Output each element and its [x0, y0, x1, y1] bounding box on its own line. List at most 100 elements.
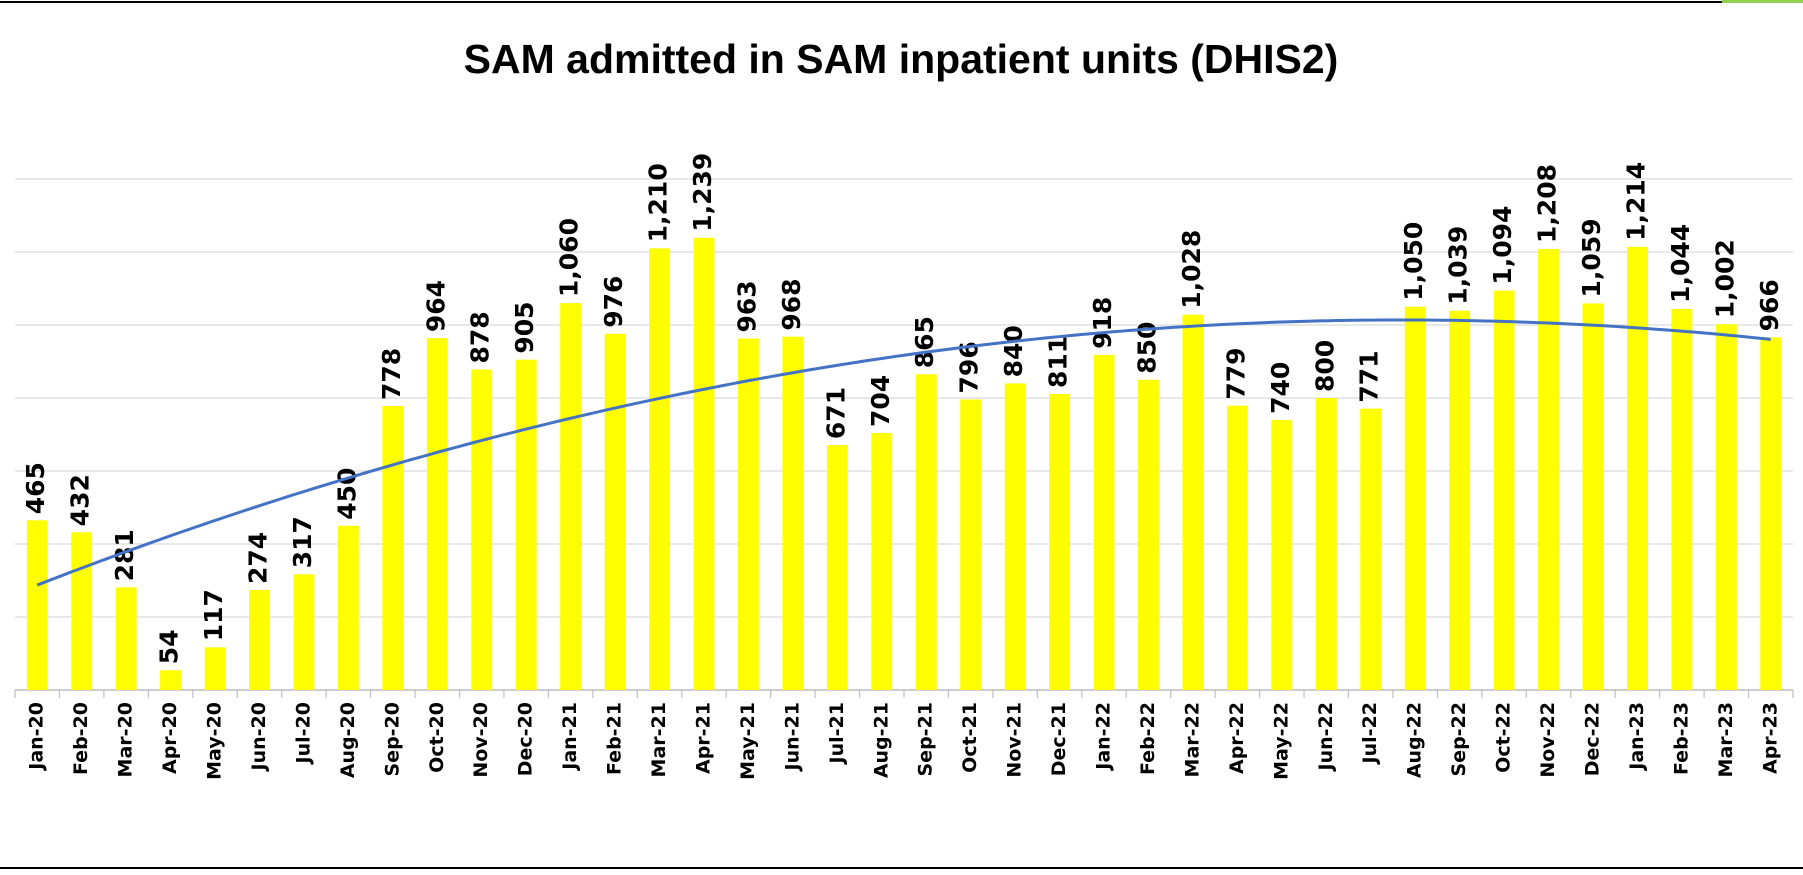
x-tick-label: Jul-22: [1359, 702, 1381, 765]
trendline: [36, 318, 1771, 587]
bar: [160, 670, 182, 690]
bar: [1582, 303, 1604, 690]
bar: [1315, 398, 1337, 690]
x-tick-label: Dec-20: [515, 702, 537, 776]
data-label: 1,094: [1488, 206, 1517, 285]
x-tick-label: Feb-22: [1137, 702, 1159, 775]
data-label: 740: [1266, 362, 1295, 414]
bar: [249, 589, 270, 690]
bar: [204, 647, 226, 690]
data-label: 865: [910, 316, 939, 368]
data-label: 800: [1310, 340, 1339, 392]
data-label: 964: [421, 280, 450, 332]
x-tick-label: Aug-21: [870, 702, 892, 778]
x-tick-label: Sep-22: [1448, 702, 1470, 777]
bar: [382, 406, 404, 690]
bar: [1049, 393, 1071, 690]
bar: [1182, 314, 1204, 690]
data-label: 54: [155, 629, 184, 664]
x-tick-label: Jan-22: [1093, 702, 1115, 772]
x-tick-label: May-21: [737, 702, 759, 780]
x-tick-label: Feb-20: [70, 702, 92, 775]
corner-marker: [1722, 0, 1803, 3]
data-label: 778: [377, 348, 406, 400]
data-label: 1,214: [1621, 162, 1650, 241]
x-tick-label: Aug-22: [1404, 702, 1426, 778]
x-tick-label: Feb-23: [1670, 702, 1692, 775]
data-label: 1,059: [1577, 218, 1606, 297]
data-label: 905: [510, 301, 539, 353]
x-tick-label: Nov-21: [1004, 702, 1026, 778]
data-label: 274: [243, 532, 272, 584]
bar: [515, 359, 537, 690]
x-tick-label: Jul-20: [292, 702, 314, 765]
data-label: 1,002: [1710, 239, 1739, 318]
chart-title: SAM admitted in SAM inpatient units (DHI…: [464, 36, 1339, 82]
bar: [1360, 408, 1382, 690]
data-label: 840: [999, 325, 1028, 377]
data-label: 117: [199, 589, 228, 641]
x-tick-label: Mar-23: [1715, 702, 1737, 777]
bar: [1493, 290, 1515, 690]
x-tick-label: Mar-20: [115, 702, 137, 777]
bar: [1138, 379, 1159, 690]
x-tick-label: Oct-21: [959, 702, 981, 773]
x-tick-label: Apr-21: [692, 702, 714, 774]
data-label: 1,050: [1399, 222, 1428, 301]
bar: [1004, 383, 1026, 690]
data-label: 1,210: [644, 163, 673, 242]
data-label: 963: [732, 280, 761, 332]
x-tick-label: Oct-20: [426, 702, 448, 773]
data-label: 976: [599, 276, 628, 328]
bar: [1404, 306, 1426, 690]
x-tick-label: Jan-21: [559, 702, 581, 772]
bar: [693, 237, 715, 690]
x-tick-label: Jun-21: [781, 702, 803, 772]
x-tick-label: Sep-21: [915, 702, 937, 777]
bar: [1760, 337, 1782, 690]
x-tick-label: Oct-22: [1493, 702, 1515, 773]
x-tick-label: Apr-20: [159, 702, 181, 774]
data-label: 878: [466, 311, 495, 363]
bar: [1449, 310, 1471, 690]
data-label: 1,028: [1177, 230, 1206, 309]
x-tick-label: Jun-22: [1315, 702, 1337, 772]
data-label: 918: [1088, 297, 1117, 349]
bar: [115, 587, 137, 690]
x-tick-label: Jan-23: [1626, 702, 1648, 772]
bar: [826, 445, 848, 690]
bar: [649, 248, 670, 690]
x-tick-label: Apr-22: [1226, 702, 1248, 774]
bar: [960, 399, 982, 690]
x-tick-label: Dec-21: [1048, 702, 1070, 776]
data-label: 1,039: [1444, 226, 1473, 305]
x-tick-label: May-22: [1270, 702, 1292, 780]
x-tick-label: Mar-22: [1181, 702, 1203, 777]
x-tick-label: Nov-20: [470, 702, 492, 778]
data-label: 1,044: [1666, 224, 1695, 303]
data-label: 432: [66, 474, 95, 526]
bar: [337, 525, 359, 690]
x-tick-label: Jun-20: [248, 702, 270, 772]
bar: [915, 374, 937, 690]
data-label: 779: [1221, 347, 1250, 399]
data-label: 317: [288, 516, 317, 568]
x-tick-label: Sep-20: [381, 702, 403, 777]
x-tick-label: Jan-20: [26, 702, 48, 772]
x-tick-label: Jul-21: [826, 702, 848, 765]
x-tick-label: Aug-20: [337, 702, 359, 778]
bar: [1626, 246, 1648, 690]
bar: [1093, 354, 1115, 690]
data-label: 704: [866, 375, 895, 427]
x-tick-label: Dec-22: [1581, 702, 1603, 776]
x-tick-label: Nov-22: [1537, 702, 1559, 778]
x-tick-label: Apr-23: [1759, 702, 1781, 774]
bar: [426, 338, 448, 690]
bar: [293, 574, 315, 690]
data-label: 671: [821, 387, 850, 439]
bar: [1271, 419, 1293, 690]
bar: [560, 303, 582, 690]
bar: [871, 433, 893, 690]
x-tick-label: Feb-21: [604, 702, 626, 775]
